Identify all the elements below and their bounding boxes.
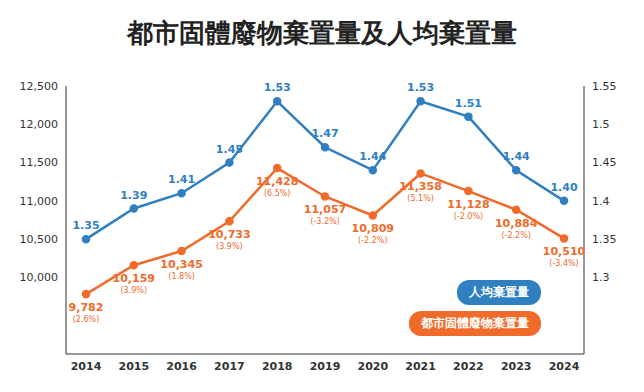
svg-text:(2.6%): (2.6%) bbox=[73, 315, 100, 324]
svg-text:10,000: 10,000 bbox=[20, 271, 59, 284]
svg-text:10,733: 10,733 bbox=[208, 228, 250, 241]
svg-text:1.44: 1.44 bbox=[359, 150, 386, 163]
svg-text:1.4: 1.4 bbox=[592, 195, 610, 208]
svg-text:2022: 2022 bbox=[453, 360, 484, 373]
svg-text:11,358: 11,358 bbox=[399, 180, 441, 193]
svg-text:(3.9%): (3.9%) bbox=[216, 242, 243, 251]
svg-text:1.53: 1.53 bbox=[264, 81, 291, 94]
svg-text:10,884: 10,884 bbox=[495, 217, 538, 230]
svg-text:(-2.2%): (-2.2%) bbox=[501, 231, 530, 240]
svg-text:1.3: 1.3 bbox=[592, 271, 610, 284]
svg-text:2019: 2019 bbox=[310, 360, 341, 373]
svg-text:1.45: 1.45 bbox=[592, 156, 617, 169]
html-text:人均棄置量: 人均棄置量 bbox=[469, 285, 529, 299]
svg-text:1.47: 1.47 bbox=[311, 127, 338, 140]
svg-text:(-2.2%): (-2.2%) bbox=[358, 236, 387, 245]
svg-text:2020: 2020 bbox=[357, 360, 388, 373]
svg-text:(3.9%): (3.9%) bbox=[121, 286, 148, 295]
svg-text:(-3.4%): (-3.4%) bbox=[549, 259, 578, 268]
svg-text:2018: 2018 bbox=[262, 360, 293, 373]
svg-text:(-2.0%): (-2.0%) bbox=[454, 212, 483, 221]
svg-text:1.45: 1.45 bbox=[216, 143, 243, 156]
svg-text:(5.1%): (5.1%) bbox=[407, 194, 434, 203]
svg-text:1.35: 1.35 bbox=[592, 233, 617, 246]
svg-text:1.53: 1.53 bbox=[407, 81, 434, 94]
svg-text:1.39: 1.39 bbox=[120, 189, 147, 202]
svg-text:1.5: 1.5 bbox=[592, 118, 610, 131]
svg-text:1.51: 1.51 bbox=[455, 97, 482, 110]
svg-text:11,128: 11,128 bbox=[447, 198, 489, 211]
svg-text:1.44: 1.44 bbox=[503, 150, 530, 163]
svg-text:1.40: 1.40 bbox=[550, 181, 577, 194]
svg-text:12,500: 12,500 bbox=[20, 80, 59, 93]
svg-text:1.55: 1.55 bbox=[592, 80, 617, 93]
svg-text:2014: 2014 bbox=[71, 360, 102, 373]
html-text:都市固體廢物棄置量: 都市固體廢物棄置量 bbox=[421, 316, 529, 330]
svg-text:11,500: 11,500 bbox=[20, 156, 59, 169]
svg-text:2023: 2023 bbox=[501, 360, 532, 373]
svg-text:12,000: 12,000 bbox=[20, 118, 59, 131]
svg-text:10,159: 10,159 bbox=[113, 272, 155, 285]
svg-text:10,809: 10,809 bbox=[352, 222, 394, 235]
svg-text:(6.5%): (6.5%) bbox=[264, 189, 291, 198]
svg-text:2021: 2021 bbox=[405, 360, 436, 373]
svg-text:2015: 2015 bbox=[118, 360, 149, 373]
svg-text:2024: 2024 bbox=[549, 360, 580, 373]
svg-text:2017: 2017 bbox=[214, 360, 245, 373]
svg-text:(1.8%): (1.8%) bbox=[168, 272, 195, 281]
svg-text:11,057: 11,057 bbox=[304, 203, 346, 216]
svg-text:10,345: 10,345 bbox=[160, 258, 202, 271]
svg-text:10,510: 10,510 bbox=[543, 245, 586, 258]
svg-text:2016: 2016 bbox=[166, 360, 197, 373]
svg-text:(-3.2%): (-3.2%) bbox=[310, 217, 339, 226]
html-text:都市固體廢物棄置量及人均棄置量: 都市固體廢物棄置量及人均棄置量 bbox=[127, 17, 517, 48]
svg-text:9,782: 9,782 bbox=[69, 301, 104, 314]
svg-text:1.41: 1.41 bbox=[168, 173, 195, 186]
svg-text:1.35: 1.35 bbox=[72, 219, 99, 232]
svg-text:10,500: 10,500 bbox=[20, 233, 59, 246]
svg-text:11,000: 11,000 bbox=[20, 195, 59, 208]
svg-text:11,428: 11,428 bbox=[256, 175, 298, 188]
